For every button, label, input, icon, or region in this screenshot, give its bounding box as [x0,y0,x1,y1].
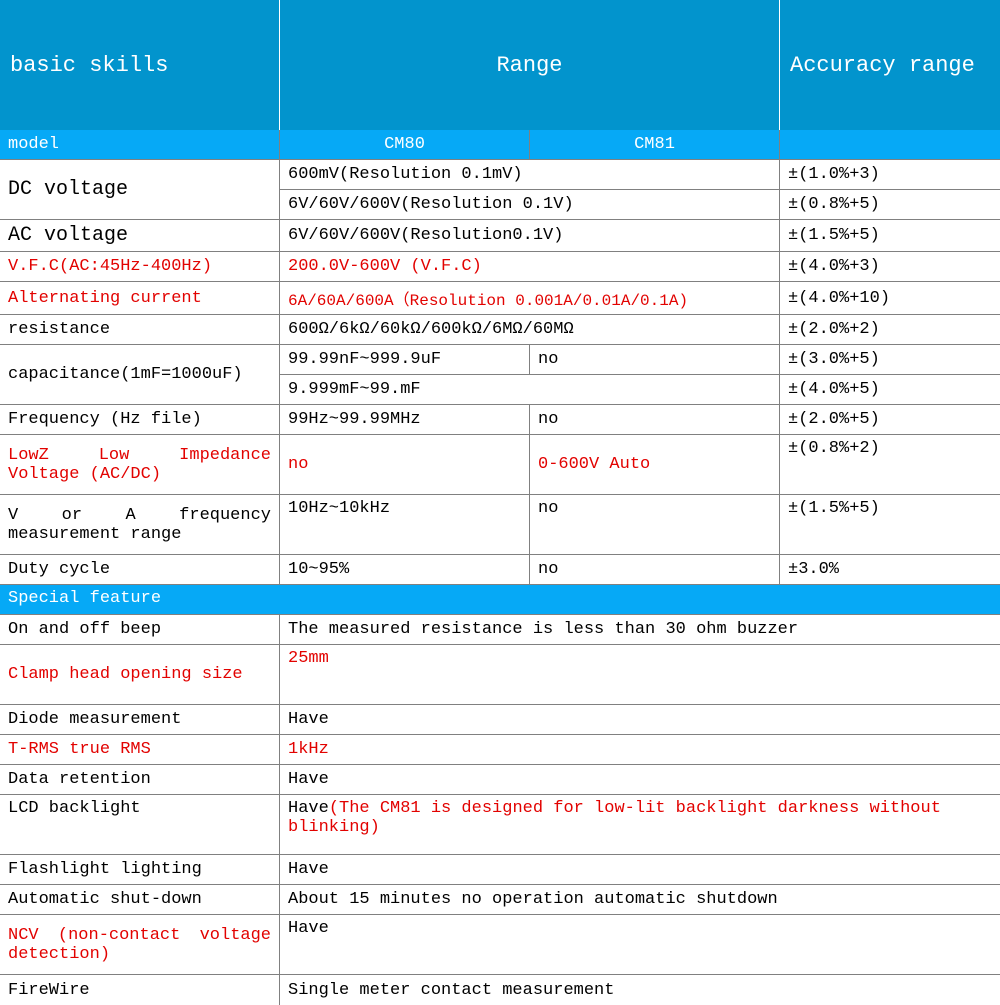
row-vfc: V.F.C(AC:45Hz-400Hz) 200.0V-600V (V.F.C)… [0,252,1000,282]
va-freq-r2: no [530,495,780,555]
lowz-r1: no [280,435,530,495]
header-range: Range [280,0,780,130]
special-feature-header: Special feature [0,585,1000,615]
alt-current-range: 6A/60A/600A（Resolution 0.001A/0.01A/0.1A… [280,282,780,315]
alt-current-label: Alternating current [0,282,280,315]
resistance-range: 600Ω/6kΩ/60kΩ/600kΩ/6MΩ/60MΩ [280,315,780,345]
dc-voltage-label: DC voltage [0,160,280,220]
capacitance-r2: 9.999mF~99.mF [280,375,780,405]
header-basic-skills: basic skills [0,0,280,130]
clamp-val: 25mm [280,645,1000,705]
row-diode: Diode measurement Have [0,705,1000,735]
model-empty [780,130,1000,160]
row-trms: T-RMS true RMS 1kHz [0,735,1000,765]
lcd-val-red: (The CM81 is designed for low-lit backli… [288,799,941,837]
model-cm81: CM81 [530,130,780,160]
row-frequency: Frequency (Hz file) 99Hz~99.99MHz no ±(2… [0,405,1000,435]
trms-label: T-RMS true RMS [0,735,280,765]
row-lcd: LCD backlight Have(The CM81 is designed … [0,795,1000,855]
beep-val: The measured resistance is less than 30 … [280,615,1000,645]
row-beep: On and off beep The measured resistance … [0,615,1000,645]
capacitance-r1b: no [530,345,780,375]
data-ret-label: Data retention [0,765,280,795]
beep-label: On and off beep [0,615,280,645]
dc-voltage-range1: 600mV(Resolution 0.1mV) [280,160,780,190]
row-duty: Duty cycle 10~95% no ±3.0% [0,555,1000,585]
capacitance-acc1: ±(3.0%+5) [780,345,1000,375]
firewire-val: Single meter contact measurement [280,975,1000,1005]
alt-current-acc: ±(4.0%+10) [780,282,1000,315]
auto-off-label: Automatic shut-down [0,885,280,915]
clamp-label: Clamp head opening size [0,645,280,705]
dc-voltage-range2: 6V/60V/600V(Resolution 0.1V) [280,190,780,220]
vfc-range: 200.0V-600V (V.F.C) [280,252,780,282]
flash-val: Have [280,855,1000,885]
lowz-label: LowZ Low Impedance Voltage (AC/DC) [0,435,280,495]
va-freq-acc: ±(1.5%+5) [780,495,1000,555]
header-row: basic skills Range Accuracy range [0,0,1000,130]
model-label: model [0,130,280,160]
model-row: model CM80 CM81 [0,130,1000,160]
row-resistance: resistance 600Ω/6kΩ/60kΩ/600kΩ/6MΩ/60MΩ … [0,315,1000,345]
resistance-acc: ±(2.0%+2) [780,315,1000,345]
row-data-retention: Data retention Have [0,765,1000,795]
ac-voltage-range: 6V/60V/600V(Resolution0.1V) [280,220,780,252]
duty-r2: no [530,555,780,585]
row-capacitance: capacitance(1mF=1000uF) 99.99nF~999.9uF … [0,345,1000,405]
ac-voltage-label: AC voltage [0,220,280,252]
frequency-r2: no [530,405,780,435]
diode-label: Diode measurement [0,705,280,735]
lcd-val: Have(The CM81 is designed for low-lit ba… [280,795,1000,855]
vfc-label: V.F.C(AC:45Hz-400Hz) [0,252,280,282]
capacitance-label: capacitance(1mF=1000uF) [0,345,280,405]
lowz-acc: ±(0.8%+2) [780,435,1000,495]
duty-label: Duty cycle [0,555,280,585]
row-lowz: LowZ Low Impedance Voltage (AC/DC) no 0-… [0,435,1000,495]
spec-table: basic skills Range Accuracy range model … [0,0,1000,1005]
duty-acc: ±3.0% [780,555,1000,585]
ncv-label: NCV (non-contact voltage detection) [0,915,280,975]
resistance-label: resistance [0,315,280,345]
lowz-r2: 0-600V Auto [530,435,780,495]
model-cm80: CM80 [280,130,530,160]
dc-voltage-acc1: ±(1.0%+3) [780,160,1000,190]
va-freq-r1: 10Hz~10kHz [280,495,530,555]
frequency-acc: ±(2.0%+5) [780,405,1000,435]
row-flashlight: Flashlight lighting Have [0,855,1000,885]
header-accuracy: Accuracy range [780,0,1000,130]
row-alt-current: Alternating current 6A/60A/600A（Resoluti… [0,282,1000,315]
frequency-r1: 99Hz~99.99MHz [280,405,530,435]
dc-voltage-acc2: ±(0.8%+5) [780,190,1000,220]
lcd-label: LCD backlight [0,795,280,855]
va-freq-label: V or A frequency measurement range [0,495,280,555]
row-va-freq: V or A frequency measurement range 10Hz~… [0,495,1000,555]
lcd-val-black: Have [288,799,329,818]
frequency-label: Frequency (Hz file) [0,405,280,435]
diode-val: Have [280,705,1000,735]
vfc-acc: ±(4.0%+3) [780,252,1000,282]
capacitance-r1a: 99.99nF~999.9uF [280,345,530,375]
row-ac-voltage: AC voltage 6V/60V/600V(Resolution0.1V) ±… [0,220,1000,252]
row-dc-voltage: DC voltage 600mV(Resolution 0.1mV) 6V/60… [0,160,1000,220]
duty-r1: 10~95% [280,555,530,585]
row-firewire: FireWire Single meter contact measuremen… [0,975,1000,1005]
trms-val: 1kHz [280,735,1000,765]
data-ret-val: Have [280,765,1000,795]
ncv-val: Have [280,915,1000,975]
ac-voltage-acc: ±(1.5%+5) [780,220,1000,252]
flash-label: Flashlight lighting [0,855,280,885]
auto-off-val: About 15 minutes no operation automatic … [280,885,1000,915]
firewire-label: FireWire [0,975,280,1005]
row-ncv: NCV (non-contact voltage detection) Have [0,915,1000,975]
row-clamp: Clamp head opening size 25mm [0,645,1000,705]
capacitance-acc2: ±(4.0%+5) [780,375,1000,405]
row-auto-shutdown: Automatic shut-down About 15 minutes no … [0,885,1000,915]
